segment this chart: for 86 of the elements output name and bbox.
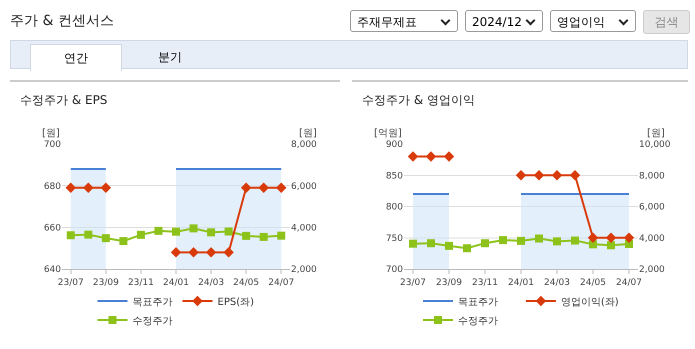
point bbox=[260, 232, 268, 241]
point bbox=[172, 228, 180, 236]
point bbox=[224, 228, 233, 236]
text: 주가 & 컨센서스 bbox=[10, 12, 114, 30]
y-axis-title: [원] bbox=[42, 128, 60, 139]
point bbox=[516, 170, 526, 180]
point bbox=[607, 241, 615, 250]
x-tick-label: 24/05 bbox=[580, 278, 606, 288]
y2-tick-label: 8,000 bbox=[291, 140, 318, 150]
point bbox=[588, 232, 598, 243]
legend-label: 수정주가 bbox=[458, 316, 498, 327]
point bbox=[463, 244, 471, 252]
point bbox=[242, 232, 250, 240]
legend-label: 영업이익(좌) bbox=[560, 296, 619, 308]
y-tick-label: 750 bbox=[386, 234, 404, 244]
legend-label: 목표주가 bbox=[132, 296, 172, 308]
y-tick-label: 700 bbox=[44, 140, 62, 150]
y2-axis-title: [원] bbox=[299, 128, 317, 139]
legend-label: 수정주가 bbox=[132, 316, 172, 327]
point bbox=[624, 232, 634, 243]
point bbox=[102, 234, 110, 242]
point bbox=[517, 236, 525, 245]
x-tick-label: 24/07 bbox=[616, 278, 642, 288]
y-tick-label: 660 bbox=[44, 223, 62, 234]
y-tick-label: 800 bbox=[386, 202, 404, 213]
point bbox=[606, 232, 616, 243]
y2-axis-title: [원] bbox=[647, 128, 665, 139]
point bbox=[427, 239, 435, 248]
point bbox=[535, 234, 543, 243]
y-axis-title: [억원] bbox=[374, 128, 402, 139]
point bbox=[154, 226, 162, 235]
point bbox=[571, 236, 579, 245]
point bbox=[207, 228, 216, 236]
point bbox=[589, 240, 597, 248]
y2-tick-label: 10,000 bbox=[639, 140, 671, 150]
point bbox=[426, 151, 436, 162]
y2-tick-label: 8,000 bbox=[639, 171, 666, 182]
x-tick-label: 23/11 bbox=[128, 278, 154, 288]
point bbox=[409, 240, 417, 248]
legend-label: 목표주가 bbox=[458, 296, 498, 308]
y-tick-label: 640 bbox=[44, 265, 62, 276]
point bbox=[408, 151, 418, 162]
text: 연간 bbox=[30, 44, 122, 71]
x-tick-label: 23/11 bbox=[472, 278, 498, 288]
point bbox=[445, 242, 453, 250]
x-tick-label: 24/01 bbox=[163, 278, 189, 288]
point bbox=[499, 236, 507, 244]
dropdown-field: 2024/12 bbox=[465, 10, 543, 32]
point bbox=[481, 239, 489, 248]
point bbox=[552, 170, 562, 180]
point bbox=[136, 230, 145, 239]
chart-title: 수정주가 & EPS bbox=[20, 92, 108, 109]
x-tick-label: 23/07 bbox=[400, 278, 426, 288]
x-tick-label: 24/03 bbox=[544, 278, 570, 288]
x-tick-label: 23/07 bbox=[58, 278, 84, 288]
dropdown-field: 주재무제표 bbox=[350, 10, 458, 32]
legend-label: EPS(좌) bbox=[218, 296, 254, 308]
y-tick-label: 900 bbox=[386, 140, 404, 150]
x-tick-label: 24/01 bbox=[508, 278, 534, 288]
y2-tick-label: 2,000 bbox=[639, 265, 666, 276]
point bbox=[534, 170, 544, 180]
y-tick-label: 700 bbox=[386, 265, 404, 276]
y-tick-label: 680 bbox=[44, 182, 62, 192]
point bbox=[190, 224, 198, 232]
x-tick-label: 24/05 bbox=[233, 278, 260, 288]
point bbox=[84, 230, 92, 239]
point bbox=[553, 237, 561, 246]
point bbox=[570, 170, 580, 180]
y-tick-label: 850 bbox=[386, 171, 404, 182]
x-tick-label: 23/09 bbox=[436, 278, 462, 288]
y2-tick-label: 4,000 bbox=[639, 234, 666, 244]
x-tick-label: 24/07 bbox=[268, 278, 294, 288]
point bbox=[444, 151, 454, 162]
y2-tick-label: 2,000 bbox=[291, 265, 318, 276]
x-tick-label: 24/03 bbox=[198, 278, 224, 288]
search-button: 검색 bbox=[643, 10, 690, 34]
y2-tick-label: 6,000 bbox=[291, 182, 318, 192]
x-tick-label: 23/09 bbox=[92, 278, 120, 288]
point bbox=[66, 231, 75, 240]
point bbox=[119, 237, 128, 246]
point bbox=[277, 232, 286, 240]
chart-title: 수정주가 & 영업이익 bbox=[362, 92, 475, 109]
dropdown-field: 영업이익 bbox=[550, 10, 636, 32]
y2-tick-label: 6,000 bbox=[639, 202, 666, 213]
y2-tick-label: 4,000 bbox=[291, 223, 318, 234]
text: 분기 bbox=[157, 49, 183, 66]
